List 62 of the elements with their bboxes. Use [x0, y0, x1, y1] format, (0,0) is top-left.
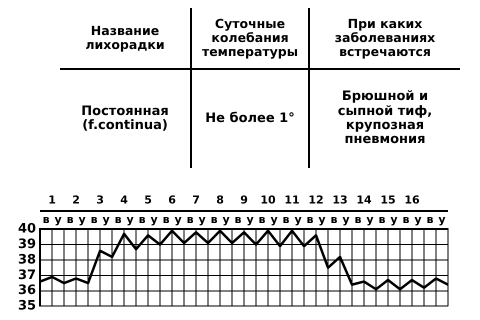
x-tick-label: 1: [48, 193, 56, 206]
text: у: [126, 213, 134, 226]
x-tick-label: 16: [404, 193, 420, 206]
x-tick-label: 5: [144, 193, 152, 206]
text: Суточные колебания температуры: [190, 8, 310, 70]
text: у: [294, 213, 302, 226]
text: у: [366, 213, 374, 226]
text: у: [390, 213, 398, 226]
text: в: [402, 213, 410, 226]
x-tick-label: 11: [284, 193, 300, 206]
text: в: [234, 213, 242, 226]
y-tick-label: 38: [18, 252, 36, 268]
text: в: [162, 213, 170, 226]
text: При каких заболеваниях встречаются: [310, 8, 460, 70]
text: у: [246, 213, 254, 226]
text: Брюшной и сыпной тиф, крупозная пневмония: [336, 88, 434, 150]
text: в: [354, 213, 362, 226]
text: Название лихорадки: [60, 8, 190, 70]
text: в: [378, 213, 386, 226]
x-tick-label: 2: [72, 193, 80, 206]
text: у: [318, 213, 326, 226]
text: у: [270, 213, 278, 226]
text: у: [78, 213, 86, 226]
x-tick-label: 4: [120, 193, 128, 206]
y-tick-label: 36: [18, 283, 36, 298]
text: в: [90, 213, 98, 226]
text: у: [102, 213, 110, 226]
text: у: [342, 213, 350, 226]
text: у: [150, 213, 158, 226]
x-tick-label: 8: [216, 193, 224, 206]
text: в: [186, 213, 194, 226]
x-tick-label: 3: [96, 193, 104, 206]
y-tick-label: 40: [18, 222, 36, 237]
text: у: [414, 213, 422, 226]
text: Постоянная (f.continua): [80, 102, 170, 135]
x-tick-label: 15: [380, 193, 396, 206]
x-tick-label: 6: [168, 193, 176, 206]
text: в: [210, 213, 218, 226]
text: у: [438, 213, 446, 226]
text: у: [198, 213, 206, 226]
y-tick-label: 37: [18, 268, 36, 283]
text: в: [66, 213, 74, 226]
text: у: [174, 213, 182, 226]
x-tick-label: 13: [332, 193, 348, 206]
y-tick-label: 35: [18, 298, 36, 314]
text: в: [282, 213, 290, 226]
text: Не более 1°: [190, 70, 310, 168]
x-tick-label: 14: [356, 193, 372, 206]
text: в: [114, 213, 122, 226]
x-tick-label: 12: [308, 193, 324, 206]
text: в: [426, 213, 434, 226]
text: в: [258, 213, 266, 226]
x-tick-label: 9: [240, 193, 248, 206]
text: в: [306, 213, 314, 226]
text: у: [54, 213, 62, 226]
x-tick-label: 10: [260, 193, 276, 206]
text: в: [138, 213, 146, 226]
text: у: [222, 213, 230, 226]
text: в: [330, 213, 338, 226]
x-tick-label: 7: [192, 193, 200, 206]
y-tick-label: 39: [18, 236, 36, 252]
text: в: [42, 213, 50, 226]
